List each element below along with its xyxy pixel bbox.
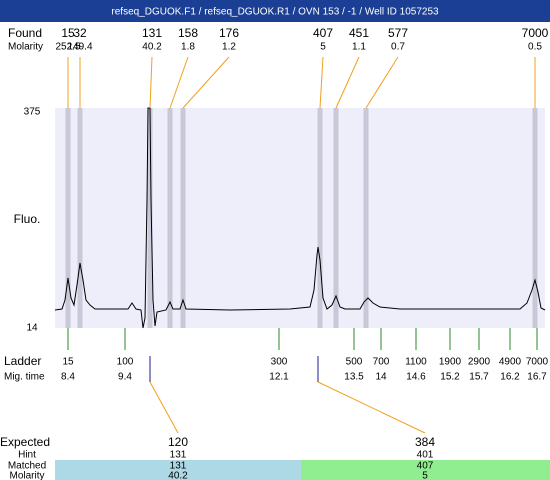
ladder-size: 1100 <box>405 357 427 368</box>
ladder-label: Ladder <box>4 354 41 368</box>
expected-size: 384 <box>415 435 435 449</box>
peak-band <box>167 108 173 328</box>
found-size: 7000 <box>522 26 549 40</box>
peak-connector <box>182 56 230 109</box>
matched: 131 <box>170 461 187 472</box>
molarity-label: Molarity <box>9 471 44 480</box>
found-molarity: 1.2 <box>222 42 236 53</box>
found-size: 451 <box>349 26 369 40</box>
ladder-size: 100 <box>117 357 134 368</box>
peak-connector <box>365 56 399 109</box>
peak-band <box>147 108 153 328</box>
found-size: 158 <box>178 26 198 40</box>
molarity-label: Molarity <box>8 42 43 53</box>
peak-band <box>180 108 186 328</box>
axis-max: 375 <box>24 107 41 118</box>
peak-band <box>77 108 83 328</box>
found-size: 407 <box>313 26 333 40</box>
found-molarity: 0.7 <box>391 42 405 53</box>
peak-band <box>532 108 538 328</box>
title-bar <box>0 0 550 22</box>
ladder-size: 4900 <box>499 357 522 368</box>
matched-box <box>55 460 301 480</box>
ladder-size: 500 <box>346 357 363 368</box>
expected-label: Expected <box>0 435 50 449</box>
ladder-size: 700 <box>373 357 390 368</box>
ladder-size: 1900 <box>439 357 462 368</box>
found-molarity: 252.5 <box>55 42 80 53</box>
peak-band <box>65 108 71 328</box>
matched-box <box>301 460 550 480</box>
ladder-time: 12.1 <box>269 372 289 383</box>
axis-min: 14 <box>26 323 38 334</box>
found-size: 577 <box>388 26 408 40</box>
found-size: 32 <box>73 26 87 40</box>
ladder-size: 2900 <box>468 357 491 368</box>
found-size: 15 <box>61 26 75 40</box>
peak-connector <box>169 56 189 109</box>
ladder-time: 15.2 <box>440 372 460 383</box>
hint: 401 <box>417 450 434 461</box>
peak-band <box>317 108 323 328</box>
found-molarity: 1.8 <box>181 42 195 53</box>
mig-time-label: Mig. time <box>4 372 45 383</box>
found-label: Found <box>8 26 42 40</box>
title: refseq_DGUOK.F1 / refseq_DGUOK.R1 / OVN … <box>111 7 439 18</box>
found-molarity: 0.5 <box>528 42 542 53</box>
ladder-time: 9.4 <box>118 372 132 383</box>
found-size: 176 <box>219 26 239 40</box>
ladder-size: 7000 <box>526 357 549 368</box>
plot-area <box>55 108 545 328</box>
found-size: 131 <box>142 26 162 40</box>
expected-size: 120 <box>168 435 188 449</box>
found-molarity: 5 <box>320 42 326 53</box>
hint: 131 <box>170 450 187 461</box>
ladder-time: 13.5 <box>344 372 364 383</box>
peak-band <box>363 108 369 328</box>
ladder-size: 300 <box>271 357 288 368</box>
trace <box>54 107 546 329</box>
peak-connector <box>319 56 324 109</box>
axis-label: Fluo. <box>14 212 41 226</box>
ladder-time: 14.6 <box>406 372 426 383</box>
matched-label: Matched <box>8 461 46 472</box>
peak-connector <box>149 56 153 109</box>
found-molarity: 1.1 <box>352 42 366 53</box>
found-molarity: 149.4 <box>67 42 92 53</box>
ladder-size: 15 <box>62 357 74 368</box>
ladder-time: 16.2 <box>500 372 520 383</box>
ladder-time: 16.7 <box>527 372 547 383</box>
ladder-time: 8.4 <box>61 372 75 383</box>
ladder-time: 14 <box>375 372 387 383</box>
peak-band <box>333 108 339 328</box>
matched: 407 <box>417 461 434 472</box>
connector <box>149 381 179 434</box>
peak-connector <box>335 56 360 109</box>
ladder-time: 15.7 <box>469 372 489 383</box>
molarity: 40.2 <box>168 471 188 480</box>
hint-label: Hint <box>18 450 36 461</box>
connector <box>317 381 426 434</box>
found-molarity: 40.2 <box>142 42 162 53</box>
molarity: 5 <box>422 471 428 480</box>
